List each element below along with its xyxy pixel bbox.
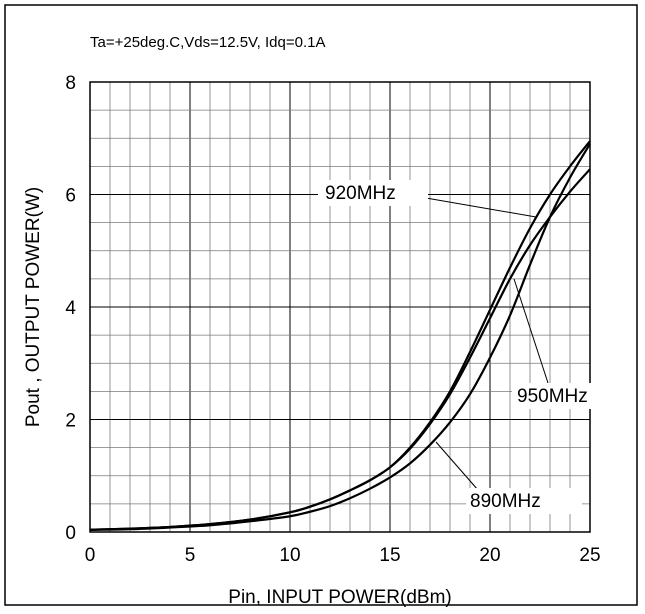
annotation-labels: 920MHz 950MHz 890MHz <box>318 180 612 514</box>
x-tick-label: 5 <box>185 545 196 566</box>
grid <box>89 81 591 533</box>
chart-title: Ta=+25deg.C,Vds=12.5V, Idq=0.1A <box>90 34 325 51</box>
annotation-920mhz: 920MHz <box>325 183 396 204</box>
y-tick-label: 2 <box>65 411 76 432</box>
x-tick-label: 25 <box>579 545 600 566</box>
y-tick-label: 4 <box>65 298 76 319</box>
y-axis-label: Pout , OUTPUT POWER(W) <box>23 187 44 427</box>
y-tick-label: 6 <box>65 186 76 207</box>
series-950mhz-line <box>89 168 591 531</box>
annotation-890mhz: 890MHz <box>470 491 541 512</box>
x-tick-label: 0 <box>85 545 96 566</box>
x-tick-label: 15 <box>379 545 400 566</box>
x-tick-label: 10 <box>279 545 300 566</box>
leader-920mhz <box>425 197 537 218</box>
y-tick-label: 0 <box>65 523 76 544</box>
plot-border <box>89 81 591 533</box>
leader-890mhz <box>435 441 479 491</box>
annotation-leaders <box>425 197 549 491</box>
x-tick-label: 20 <box>479 545 500 566</box>
series-lines <box>89 140 591 531</box>
leader-950mhz <box>513 278 549 384</box>
annotation-950mhz: 950MHz <box>517 386 588 407</box>
series-890mhz-line <box>89 143 591 531</box>
tick-labels: 0 5 10 15 20 25 0 2 4 6 8 <box>65 73 600 566</box>
x-axis-label: Pin, INPUT POWER(dBm) <box>228 587 451 608</box>
chart-frame <box>4 4 638 606</box>
y-tick-label: 8 <box>65 73 76 94</box>
